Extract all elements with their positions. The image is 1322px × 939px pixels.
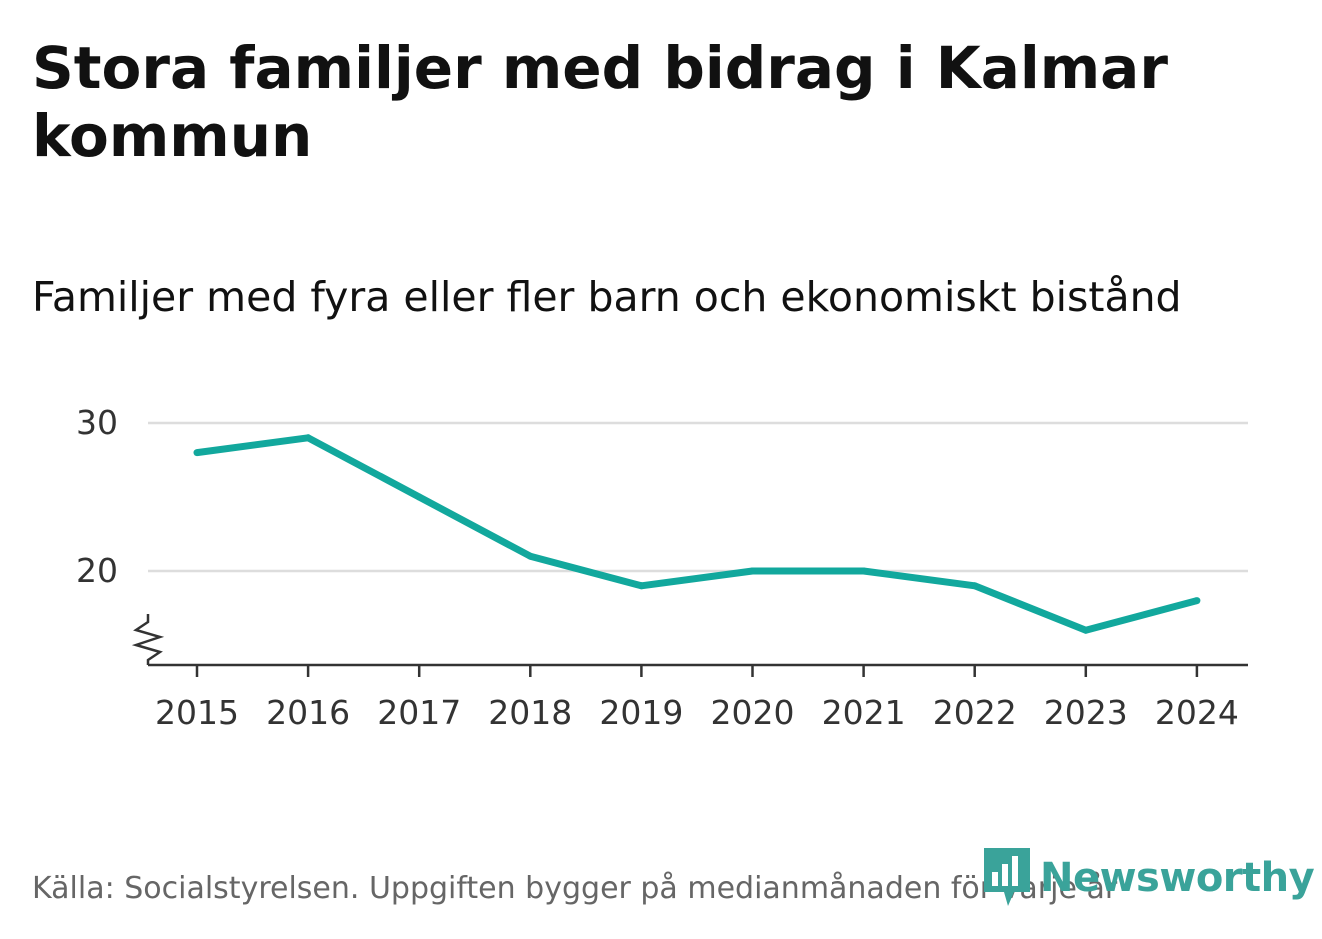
gridlines [148, 421, 1248, 573]
data-point-2020 [749, 567, 756, 575]
x-tick-label-2019: 2019 [599, 693, 683, 732]
chart-subtitle: Familjer med fyra eller fler barn och ek… [32, 273, 1182, 321]
data-point-2018 [526, 552, 534, 560]
series-line-0 [196, 434, 1198, 634]
data-point-2015 [193, 449, 201, 457]
data-point-2022 [971, 582, 979, 590]
y-tick-label-30: 30 [76, 403, 118, 442]
newsworthy-logo-icon [984, 848, 1030, 906]
brand-logo: Newsworthy [982, 846, 1315, 910]
x-tick-label-2022: 2022 [933, 693, 1017, 732]
data-point-2017 [415, 493, 423, 501]
chart-title: Stora familjer med bidrag i Kalmar kommu… [32, 34, 1168, 170]
brand-name: Newsworthy [1040, 855, 1315, 901]
x-tick-label-2024: 2024 [1155, 693, 1239, 732]
data-point-2023 [1082, 626, 1090, 634]
x-tick-label-2023: 2023 [1044, 693, 1128, 732]
x-tick-label-2017: 2017 [377, 693, 461, 732]
x-tick-label-2018: 2018 [488, 693, 572, 732]
x-tick-label-2020: 2020 [711, 693, 795, 732]
line-chart: 2015 2016 2017 2018 2019 2020 2021 2022 2023 2024… [76, 403, 1248, 732]
source-note: Källa: Socialstyrelsen. Uppgiften bygger… [32, 871, 1118, 906]
data-point-2024 [1193, 597, 1201, 605]
x-tick-label-2021: 2021 [822, 693, 906, 732]
x-axis: 2015 2016 2017 2018 2019 2020 2021 2022 2023 2024 [148, 663, 1248, 732]
x-tick-label-2016: 2016 [266, 693, 350, 732]
data-point-2019 [637, 582, 645, 590]
series-layer [193, 434, 1201, 634]
x-tick-label-2015: 2015 [155, 693, 239, 732]
y-tick-label-20: 20 [76, 551, 118, 590]
data-point-2016 [304, 434, 312, 442]
axis-break-icon [131, 614, 165, 665]
data-point-2021 [860, 567, 868, 575]
